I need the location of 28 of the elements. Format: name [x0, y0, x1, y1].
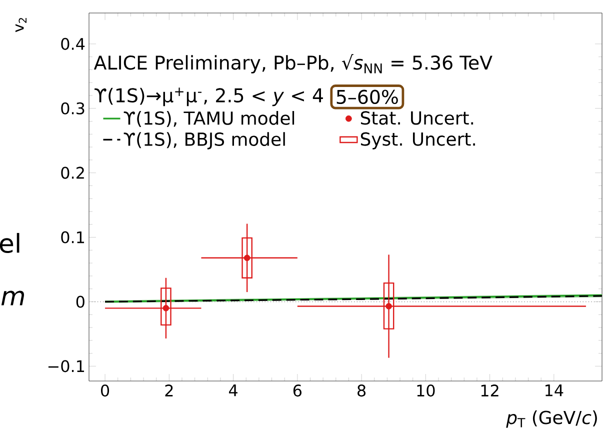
x-tick-label: 4 — [228, 384, 238, 396]
y-axis-title: v$_{2}$ — [15, 18, 26, 32]
y-tick-label: 0.3 — [61, 102, 84, 114]
legend-label: Syst. Uncert. — [360, 132, 475, 150]
x-tick-label: 2 — [165, 384, 173, 396]
annotation: 5–60% — [336, 90, 398, 104]
y-tick-label: 0.1 — [61, 231, 84, 244]
x-tick-label: 10 — [417, 384, 435, 397]
y-tick-label: 0 — [76, 296, 84, 308]
x-tick-label: 6 — [293, 384, 302, 397]
x-axis-title: p$_{T}$ (GeV/c) — [506, 410, 597, 428]
y-tick-label: 0.4 — [61, 38, 85, 50]
x-tick-label: 14 — [546, 384, 564, 396]
x-tick-label: 0 — [101, 384, 110, 397]
x-tick-label: 8 — [358, 384, 366, 397]
y-tick-label: 0.2 — [61, 166, 84, 179]
annotation: ϒ(1S)→μ$^{+}$μ$^{-}$, 2.5 < y < 4 — [94, 88, 323, 106]
legend-label: Stat. Uncert. — [360, 111, 474, 125]
point — [244, 254, 250, 262]
point — [386, 303, 392, 310]
text: m — [1, 290, 24, 306]
legend-label: ϒ(1S), TAMU model — [124, 111, 294, 128]
text: el — [0, 232, 20, 254]
point — [162, 304, 170, 312]
legend-label: ϒ(1S), BBJS model — [124, 132, 285, 150]
annotation: ALICE Preliminary, Pb–Pb, √s$_{NN}$ = 5.36 TeV — [94, 54, 492, 74]
x-tick-label: 12 — [481, 384, 498, 396]
y-tick-label: −0.1 — [48, 360, 84, 372]
